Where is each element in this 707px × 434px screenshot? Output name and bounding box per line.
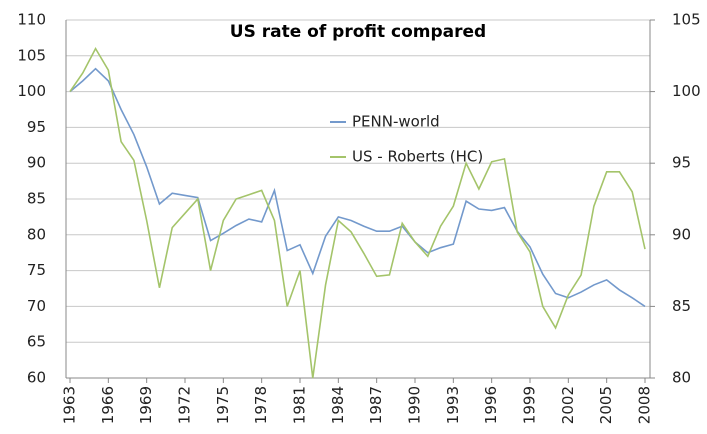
x-tick-label: 2002 [559,386,577,424]
y-tick-label: 90 [27,154,46,172]
y-tick-label: 100 [17,82,46,100]
y-tick-label: 70 [27,297,46,315]
x-tick-label: 1990 [406,386,424,424]
x-tick-label: 1984 [329,386,347,424]
y-tick-label: 105 [17,46,46,64]
legend-label: US - Roberts (HC) [352,148,483,166]
y-tick-label: 95 [27,118,46,136]
legend-label: PENN-world [352,113,440,131]
x-tick-label: 1996 [482,386,500,424]
y-tick-label: 60 [27,369,46,387]
series-line [69,67,646,308]
y2-tick-label: 90 [672,225,691,243]
y-tick-label: 110 [17,11,46,29]
x-tick-label: 1963 [61,386,79,424]
chart-title: US rate of profit compared [230,22,486,42]
x-tick-label: 1978 [252,386,270,424]
y-tick-label: 85 [27,190,46,208]
x-tick-label: 1966 [99,386,117,424]
y2-tick-label: 85 [672,297,691,315]
y2-tick-label: 105 [672,11,701,29]
y2-tick-label: 80 [672,369,691,387]
x-tick-label: 1987 [367,386,385,424]
y-tick-label: 75 [27,261,46,279]
x-tick-label: 2005 [597,386,615,424]
y-tick-label: 80 [27,225,46,243]
x-tick-label: 1975 [214,386,232,424]
y2-tick-label: 100 [672,82,701,100]
x-tick-label: 1993 [444,386,462,424]
y-tick-label: 65 [27,333,46,351]
series-line [69,47,646,379]
y2-tick-label: 95 [672,154,691,172]
x-tick-label: 1999 [521,386,539,424]
x-tick-label: 1969 [137,386,155,424]
x-tick-label: 2008 [636,386,654,424]
x-tick-label: 1972 [176,386,194,424]
x-tick-label: 1981 [291,386,309,424]
